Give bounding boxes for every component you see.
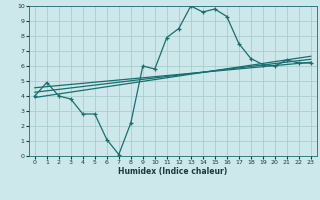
X-axis label: Humidex (Indice chaleur): Humidex (Indice chaleur) — [118, 167, 228, 176]
